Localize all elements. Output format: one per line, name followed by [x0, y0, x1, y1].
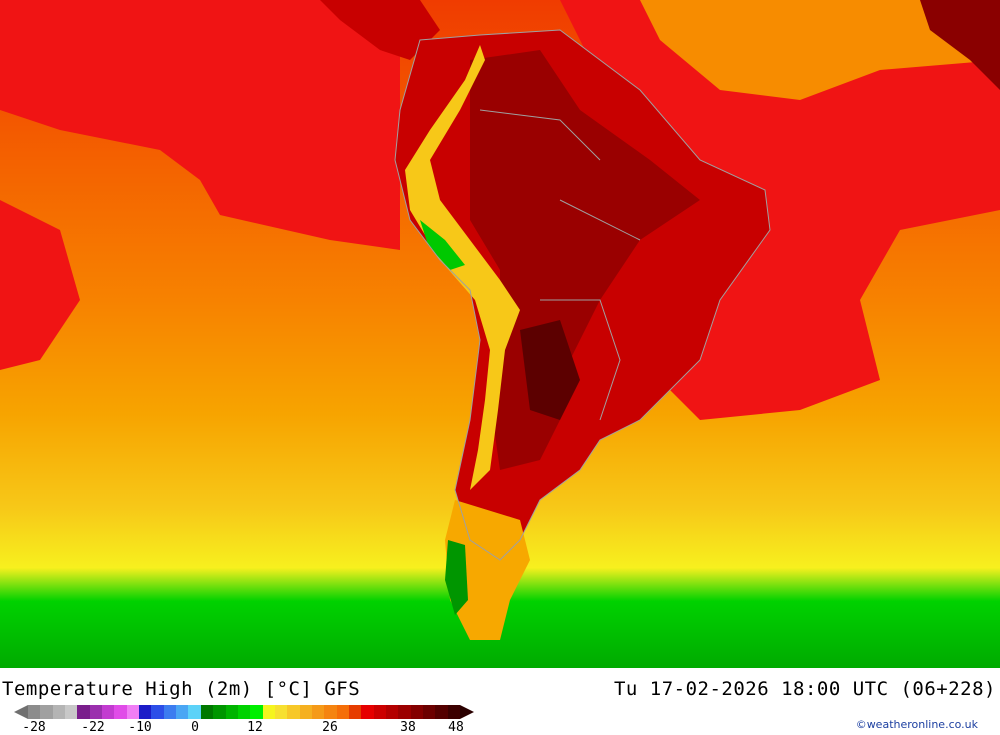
scale-swatch	[139, 705, 152, 719]
scale-tick-label: -22	[81, 720, 105, 735]
scale-ticks: -28 -22 -10 0 12 26 38 48	[0, 720, 1000, 735]
scale-swatch	[89, 705, 103, 719]
scale-swatch	[200, 705, 214, 719]
scale-swatch	[52, 705, 66, 719]
ocean-hot-region-sw	[0, 200, 80, 370]
ocean-hot-region-west	[0, 0, 400, 250]
andes-strip	[405, 45, 520, 490]
map-datetime: Tu 17-02-2026 18:00 UTC (06+228)	[613, 678, 996, 700]
scale-tick-label: 0	[191, 720, 199, 735]
scale-swatch	[398, 705, 411, 719]
scale-swatch	[28, 705, 41, 719]
scale-swatch	[163, 705, 177, 719]
scale-swatch	[262, 705, 275, 719]
land-extreme-core	[520, 320, 580, 420]
scale-swatch	[250, 705, 263, 719]
scale-swatch	[114, 705, 127, 719]
scale-swatch	[435, 705, 448, 719]
scale-swatch	[188, 705, 201, 719]
scale-tick-label: 12	[247, 720, 263, 735]
scale-arrow-left	[14, 705, 28, 719]
scale-swatch	[299, 705, 312, 719]
patagonia	[445, 500, 530, 640]
map-footer: Temperature High (2m) [°C] GFS Tu 17-02-…	[0, 668, 1000, 735]
scale-tick-label: 26	[322, 720, 338, 735]
scale-swatch	[287, 705, 300, 719]
credit-link[interactable]: ©weatheronline.co.uk	[855, 718, 978, 731]
scale-swatch	[348, 705, 362, 719]
scale-swatch	[213, 705, 226, 719]
scale-swatch	[176, 705, 189, 719]
scale-swatch	[361, 705, 374, 719]
scale-swatch	[225, 705, 238, 719]
ocean-orange-north-atlantic	[640, 0, 1000, 100]
scale-swatch	[102, 705, 115, 719]
scale-swatch	[311, 705, 325, 719]
scale-tick-label: -10	[128, 720, 152, 735]
scale-swatch	[237, 705, 251, 719]
scale-swatch	[373, 705, 386, 719]
color-scale-bar	[28, 705, 461, 719]
scale-swatch	[65, 705, 78, 719]
scale-swatch	[274, 705, 288, 719]
scale-swatch	[385, 705, 399, 719]
scale-swatch	[410, 705, 423, 719]
scale-swatch	[447, 705, 461, 719]
temperature-map	[0, 0, 1000, 668]
africa-edge	[920, 0, 1000, 90]
map-title: Temperature High (2m) [°C] GFS	[2, 678, 361, 700]
color-scale	[14, 705, 474, 719]
scale-swatch	[126, 705, 140, 719]
scale-tick-label: 38	[400, 720, 416, 735]
scale-swatch	[40, 705, 53, 719]
scale-tick-label: 48	[448, 720, 464, 735]
scale-swatch	[423, 705, 436, 719]
scale-tick-label: -28	[22, 720, 46, 735]
scale-swatch	[324, 705, 337, 719]
central-america	[320, 0, 440, 60]
scale-swatch	[336, 705, 349, 719]
scale-swatch	[151, 705, 164, 719]
country-borders	[394, 29, 771, 561]
scale-swatch	[77, 705, 90, 719]
map-svg	[0, 0, 1000, 668]
patagonia-green	[445, 540, 468, 615]
andes-green-patch	[420, 220, 465, 270]
scale-arrow-right	[460, 705, 474, 719]
